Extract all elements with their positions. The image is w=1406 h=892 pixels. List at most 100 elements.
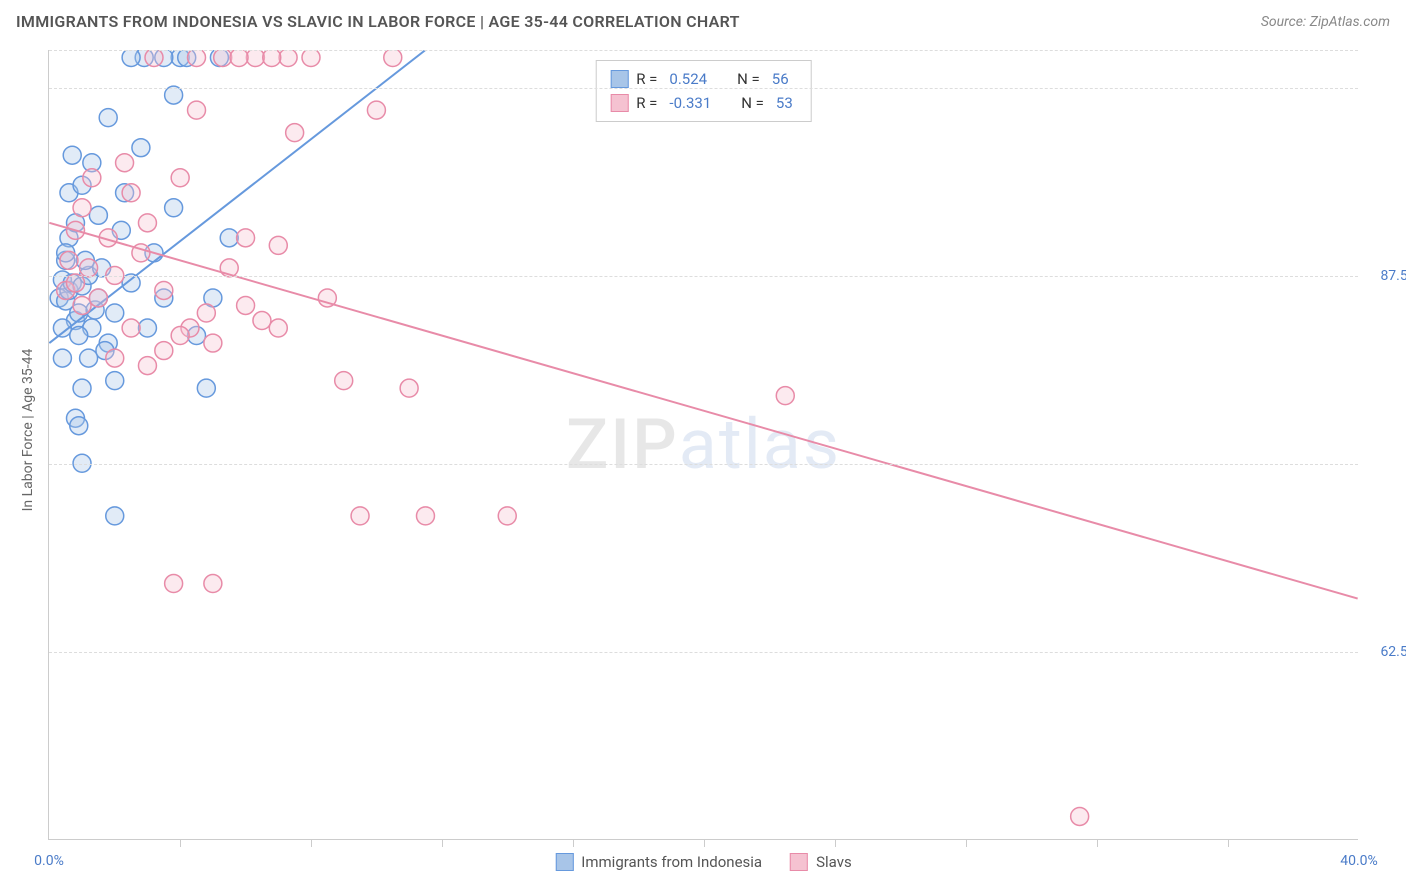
scatter-point bbox=[132, 244, 150, 262]
scatter-point bbox=[73, 296, 91, 314]
legend-item-2: Slavs bbox=[790, 853, 852, 871]
stats-row-series2: R = -0.331 N = 53 bbox=[610, 91, 797, 115]
gridline bbox=[49, 276, 1358, 277]
scatter-point bbox=[67, 409, 85, 427]
y-tick-label: 62.5% bbox=[1363, 644, 1406, 660]
scatter-point bbox=[318, 289, 336, 307]
scatter-point bbox=[70, 327, 88, 345]
scatter-point bbox=[73, 199, 91, 217]
gridline bbox=[49, 50, 1358, 51]
scatter-point bbox=[155, 289, 173, 307]
scatter-point bbox=[57, 292, 75, 310]
scatter-point bbox=[138, 214, 156, 232]
x-tick bbox=[573, 839, 574, 847]
scatter-point bbox=[367, 101, 385, 119]
scatter-point bbox=[80, 259, 98, 277]
r-label-2: R = bbox=[636, 91, 657, 115]
scatter-point bbox=[220, 229, 238, 247]
scatter-point bbox=[188, 101, 206, 119]
legend-item-1: Immigrants from Indonesia bbox=[555, 853, 762, 871]
scatter-point bbox=[70, 417, 88, 435]
swatch-series2 bbox=[610, 94, 628, 112]
scatter-point bbox=[220, 259, 238, 277]
x-tick-label: 0.0% bbox=[34, 853, 64, 869]
x-tick bbox=[311, 839, 312, 847]
scatter-point bbox=[155, 50, 173, 67]
scatter-point bbox=[89, 289, 107, 307]
scatter-point bbox=[132, 139, 150, 157]
x-tick bbox=[835, 839, 836, 847]
scatter-point bbox=[112, 221, 130, 239]
gridline bbox=[49, 88, 1358, 89]
scatter-point bbox=[188, 50, 206, 67]
x-tick bbox=[704, 839, 705, 847]
scatter-point bbox=[89, 289, 107, 307]
scatter-point bbox=[99, 229, 117, 247]
scatter-point bbox=[230, 50, 248, 67]
scatter-point bbox=[776, 387, 794, 405]
legend-swatch-1 bbox=[555, 853, 573, 871]
scatter-point bbox=[263, 50, 281, 67]
scatter-point bbox=[73, 176, 91, 194]
scatter-point bbox=[57, 244, 75, 262]
scatter-point bbox=[67, 312, 85, 330]
scatter-point bbox=[204, 334, 222, 352]
scatter-point bbox=[50, 289, 68, 307]
scatter-point bbox=[57, 251, 75, 269]
scatter-point bbox=[246, 50, 264, 67]
scatter-point bbox=[83, 319, 101, 337]
scatter-point bbox=[302, 50, 320, 67]
scatter-point bbox=[53, 349, 71, 367]
legend-swatch-2 bbox=[790, 853, 808, 871]
trend-line bbox=[49, 50, 425, 343]
bottom-legend: Immigrants from Indonesia Slavs bbox=[555, 853, 851, 871]
trend-line bbox=[49, 223, 1357, 599]
scatter-point bbox=[351, 507, 369, 525]
scatter-point bbox=[188, 327, 206, 345]
scatter-point bbox=[60, 229, 78, 247]
scatter-point bbox=[171, 327, 189, 345]
scatter-point bbox=[99, 109, 117, 127]
scatter-point bbox=[197, 379, 215, 397]
scatter-point bbox=[106, 372, 124, 390]
gridline bbox=[49, 464, 1358, 465]
scatter-point bbox=[279, 50, 297, 67]
x-tick bbox=[1097, 839, 1098, 847]
y-tick-label: 87.5% bbox=[1363, 268, 1406, 284]
scatter-point bbox=[171, 50, 189, 67]
scatter-point bbox=[253, 312, 271, 330]
scatter-point bbox=[53, 319, 71, 337]
scatter-point bbox=[89, 206, 107, 224]
scatter-point bbox=[73, 277, 91, 295]
scatter-point bbox=[86, 301, 104, 319]
scatter-point bbox=[204, 289, 222, 307]
scatter-point bbox=[498, 507, 516, 525]
scatter-point bbox=[135, 50, 153, 67]
scatter-point bbox=[145, 244, 163, 262]
scatter-point bbox=[204, 575, 222, 593]
scatter-point bbox=[400, 379, 418, 397]
legend-label-2: Slavs bbox=[816, 853, 852, 871]
scatter-point bbox=[286, 124, 304, 142]
scatter-point bbox=[67, 214, 85, 232]
gridline bbox=[49, 652, 1358, 653]
scatter-point bbox=[165, 86, 183, 104]
scatter-point bbox=[70, 304, 88, 322]
scatter-point bbox=[155, 281, 173, 299]
legend-label-1: Immigrants from Indonesia bbox=[581, 853, 762, 871]
scatter-point bbox=[67, 221, 85, 239]
scatter-point bbox=[116, 154, 134, 172]
x-tick bbox=[966, 839, 967, 847]
scatter-point bbox=[1071, 807, 1089, 825]
watermark-atlas: atlas bbox=[679, 404, 841, 486]
scatter-point bbox=[171, 169, 189, 187]
scatter-point bbox=[80, 349, 98, 367]
scatter-point bbox=[73, 379, 91, 397]
scatter-point bbox=[122, 319, 140, 337]
watermark-zip: ZIP bbox=[566, 404, 679, 486]
scatter-point bbox=[83, 169, 101, 187]
r-value-2: -0.331 bbox=[669, 91, 711, 115]
scatter-point bbox=[181, 319, 199, 337]
stats-legend-box: R = 0.524 N = 56 R = -0.331 N = 53 bbox=[595, 60, 812, 122]
scatter-point bbox=[106, 349, 124, 367]
